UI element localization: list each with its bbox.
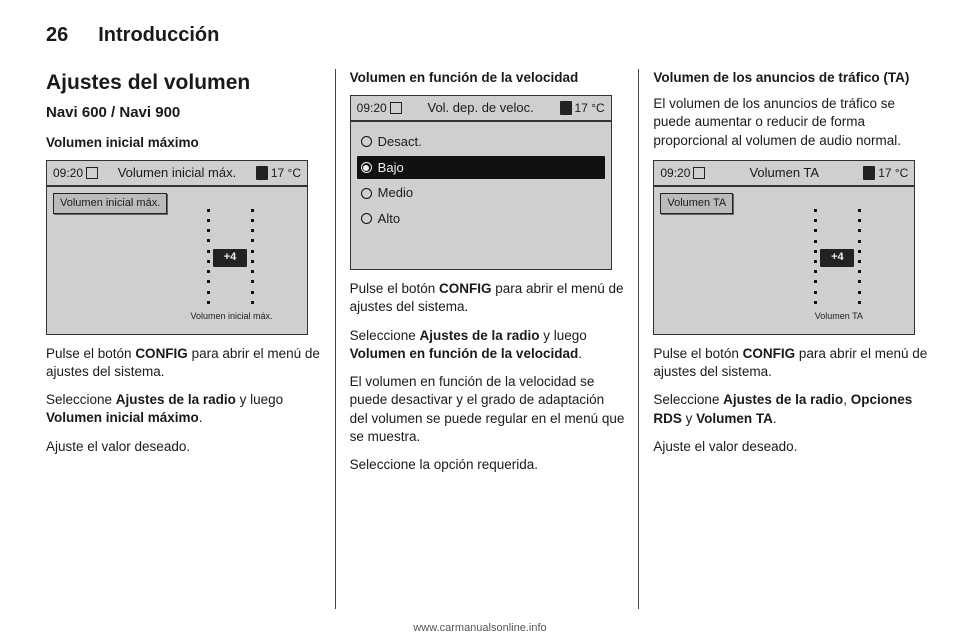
thermometer-icon xyxy=(863,166,875,180)
paragraph: Pulse el botón CONFIG para abrir el menú… xyxy=(46,345,321,381)
page-header: 26 Introducción xyxy=(46,24,928,47)
option-desact: Desact. xyxy=(357,130,605,154)
lcd-temp: 17 °C xyxy=(271,165,301,181)
text: Seleccione xyxy=(46,392,116,407)
text-bold: CONFIG xyxy=(439,281,492,296)
column-1: Ajustes del volumen Navi 600 / Navi 900 … xyxy=(46,69,335,609)
lcd-body: Desact. Bajo Medio Alto xyxy=(351,122,611,269)
chapter-title: Introducción xyxy=(98,24,219,47)
text-bold: Ajustes de la radio xyxy=(116,392,236,407)
slider-value: +4 xyxy=(213,249,247,267)
lcd-title: Volumen TA xyxy=(705,164,863,182)
text: Pulse el botón xyxy=(653,346,742,361)
text-bold: Volumen inicial máximo xyxy=(46,410,199,425)
paragraph: Seleccione la opción requerida. xyxy=(350,456,625,474)
slider-dots-right xyxy=(251,209,257,304)
text: y luego xyxy=(540,328,587,343)
text-bold: Ajustes de la radio xyxy=(723,392,843,407)
subsection-heading: Volumen en función de la velocidad xyxy=(350,69,625,87)
text-bold: CONFIG xyxy=(135,346,188,361)
lcd-statusbar: 09:20 Volumen TA 17 °C xyxy=(654,161,914,187)
slider-caption: Volumen TA xyxy=(776,310,901,322)
text: . xyxy=(578,346,582,361)
section-heading: Ajustes del volumen xyxy=(46,69,321,97)
lcd-title: Volumen inicial máx. xyxy=(98,164,256,182)
option-label: Bajo xyxy=(378,159,404,177)
page-number: 26 xyxy=(46,24,68,47)
model-heading: Navi 600 / Navi 900 xyxy=(46,103,321,123)
lcd-temp: 17 °C xyxy=(575,100,605,116)
paragraph: Seleccione Ajustes de la radio y luego V… xyxy=(350,327,625,363)
manual-page: 26 Introducción Ajustes del volumen Navi… xyxy=(0,0,960,642)
column-3: Volumen de los anuncios de tráfico (TA) … xyxy=(638,69,928,609)
radio-icon xyxy=(361,188,372,199)
lcd-tab: Volumen inicial máx. xyxy=(53,193,167,214)
paragraph: Seleccione Ajustes de la radio y luego V… xyxy=(46,391,321,427)
lcd-statusbar: 09:20 Volumen inicial máx. 17 °C xyxy=(47,161,307,187)
text-bold: Volumen TA xyxy=(696,411,773,426)
antenna-icon xyxy=(390,102,402,114)
option-alto: Alto xyxy=(357,207,605,231)
lcd-screenshot-vol-velocidad: 09:20 Vol. dep. de veloc. 17 °C Desact. … xyxy=(350,95,612,270)
text: . xyxy=(199,410,203,425)
text: Seleccione xyxy=(350,328,420,343)
slider-caption: Volumen inicial máx. xyxy=(169,310,294,322)
lcd-temp: 17 °C xyxy=(878,165,908,181)
paragraph: El volumen en función de la velocidad se… xyxy=(350,373,625,446)
slider-area: +4 Volumen inicial máx. xyxy=(177,205,287,320)
text: Pulse el botón xyxy=(350,281,439,296)
option-list: Desact. Bajo Medio Alto xyxy=(357,128,605,230)
lcd-screenshot-volumen-inicial: 09:20 Volumen inicial máx. 17 °C Volumen… xyxy=(46,160,308,335)
slider-value: +4 xyxy=(820,249,854,267)
text: . xyxy=(773,411,777,426)
text-bold: Ajustes de la radio xyxy=(419,328,539,343)
option-label: Medio xyxy=(378,184,413,202)
lcd-time: 09:20 xyxy=(660,165,690,181)
text-bold: CONFIG xyxy=(743,346,796,361)
slider-dots-right xyxy=(858,209,864,304)
lcd-time: 09:20 xyxy=(357,100,387,116)
text: Pulse el botón xyxy=(46,346,135,361)
text: y luego xyxy=(236,392,283,407)
paragraph: Ajuste el valor deseado. xyxy=(46,438,321,456)
lcd-statusbar: 09:20 Vol. dep. de veloc. 17 °C xyxy=(351,96,611,122)
radio-icon xyxy=(361,213,372,224)
column-2: Volumen en función de la velocidad 09:20… xyxy=(335,69,639,609)
paragraph: Seleccione Ajustes de la radio, Opciones… xyxy=(653,391,928,427)
lcd-time: 09:20 xyxy=(53,165,83,181)
text-bold: Volumen en función de la velocidad xyxy=(350,346,579,361)
lcd-body: Volumen inicial máx. +4 Volumen inicial … xyxy=(47,187,307,334)
paragraph: El volumen de los anuncios de tráfico se… xyxy=(653,95,928,150)
lcd-body: Volumen TA +4 Volumen TA xyxy=(654,187,914,334)
antenna-icon xyxy=(86,167,98,179)
thermometer-icon xyxy=(256,166,268,180)
radio-icon xyxy=(361,136,372,147)
option-label: Desact. xyxy=(378,133,422,151)
lcd-screenshot-volumen-ta: 09:20 Volumen TA 17 °C Volumen TA xyxy=(653,160,915,335)
lcd-tab: Volumen TA xyxy=(660,193,733,214)
paragraph: Pulse el botón CONFIG para abrir el menú… xyxy=(350,280,625,316)
text: Seleccione xyxy=(653,392,723,407)
subsection-heading: Volumen de los anuncios de tráfico (TA) xyxy=(653,69,928,87)
option-label: Alto xyxy=(378,210,400,228)
columns: Ajustes del volumen Navi 600 / Navi 900 … xyxy=(46,69,928,609)
thermometer-icon xyxy=(560,101,572,115)
paragraph: Ajuste el valor deseado. xyxy=(653,438,928,456)
slider-area: +4 Volumen TA xyxy=(784,205,894,320)
option-bajo: Bajo xyxy=(357,156,605,180)
option-medio: Medio xyxy=(357,181,605,205)
antenna-icon xyxy=(693,167,705,179)
text: y xyxy=(682,411,696,426)
text: , xyxy=(843,392,851,407)
subsection-heading: Volumen inicial máximo xyxy=(46,134,321,152)
lcd-title: Vol. dep. de veloc. xyxy=(402,99,560,117)
paragraph: Pulse el botón CONFIG para abrir el menú… xyxy=(653,345,928,381)
footer-url: www.carmanualsonline.info xyxy=(0,622,960,634)
radio-icon xyxy=(361,162,372,173)
